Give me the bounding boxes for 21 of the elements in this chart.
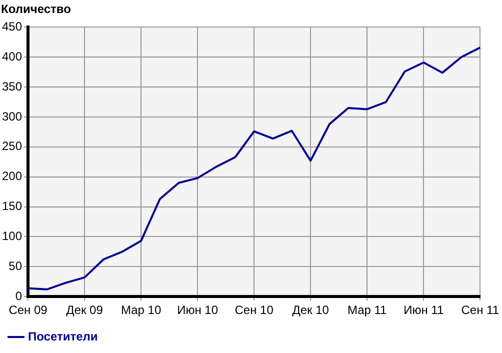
y-tick-label: 200 — [2, 169, 22, 184]
x-tick-label: Мар 11 — [347, 303, 388, 318]
x-tick-label: Сен 10 — [234, 303, 274, 318]
legend-label: Посетители — [28, 329, 98, 344]
y-tick-label: 350 — [2, 79, 22, 94]
x-tick-label: Июн 11 — [404, 303, 444, 318]
y-tick-label: 450 — [2, 20, 22, 34]
y-tick-label: 100 — [2, 229, 22, 244]
y-tick-label: 400 — [2, 49, 22, 64]
x-tick-label: Сен 09 — [8, 303, 48, 318]
y-tick-label: 50 — [8, 258, 22, 273]
y-tick-label: 250 — [2, 139, 22, 154]
y-tick-label: 300 — [2, 109, 22, 124]
x-tick-label: Мар 10 — [120, 303, 162, 318]
x-tick-label: Июн 10 — [177, 303, 218, 318]
y-tick-label: 0 — [15, 288, 22, 303]
y-tick-label: 150 — [2, 199, 22, 214]
x-tick-label: Дек 10 — [292, 303, 330, 318]
x-tick-label: Сен 11 — [461, 303, 500, 318]
y-axis-title: Количество — [1, 2, 71, 16]
x-tick-label: Дек 09 — [66, 303, 104, 318]
